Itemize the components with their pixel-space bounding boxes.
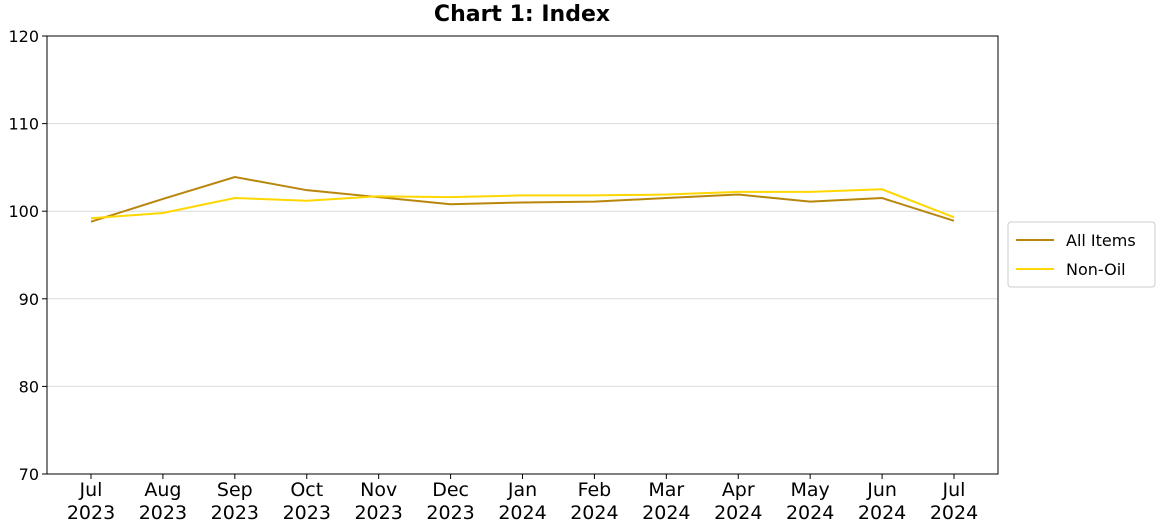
y-tick-label: 110: [8, 115, 39, 134]
x-tick-label: Mar 2024: [642, 479, 691, 524]
y-tick-label: 80: [19, 377, 39, 396]
series-line: [90, 176, 955, 223]
legend-label: Non-Oil: [1066, 260, 1126, 279]
x-tick-label: Jan 2024: [498, 479, 547, 524]
chart-title: Chart 1: Index: [434, 2, 610, 27]
x-tick-label: Aug 2023: [138, 479, 188, 524]
x-tick-label: Nov 2023: [354, 479, 403, 524]
x-tick-label: Sep 2023: [210, 479, 259, 524]
x-tick-label: Feb 2024: [570, 479, 619, 524]
legend-box: [1007, 221, 1156, 288]
x-tick-label: Jul 2024: [929, 479, 979, 524]
x-tick-label: May 2024: [785, 479, 835, 524]
x-tick-label: Jul 2023: [66, 479, 116, 524]
y-tick-label: 90: [19, 290, 39, 309]
y-tick-label: 70: [19, 465, 39, 484]
y-tick-label: 120: [8, 27, 39, 46]
x-tick-label: Apr 2024: [714, 479, 763, 524]
x-tick-label: Jun 2024: [857, 479, 907, 524]
plot-frame: [46, 35, 999, 475]
x-tick-label: Dec 2023: [426, 479, 475, 524]
x-tick-label: Oct 2023: [282, 479, 331, 524]
legend-label: All Items: [1066, 231, 1136, 250]
series-line: [90, 188, 955, 220]
y-tick-label: 100: [8, 202, 39, 221]
